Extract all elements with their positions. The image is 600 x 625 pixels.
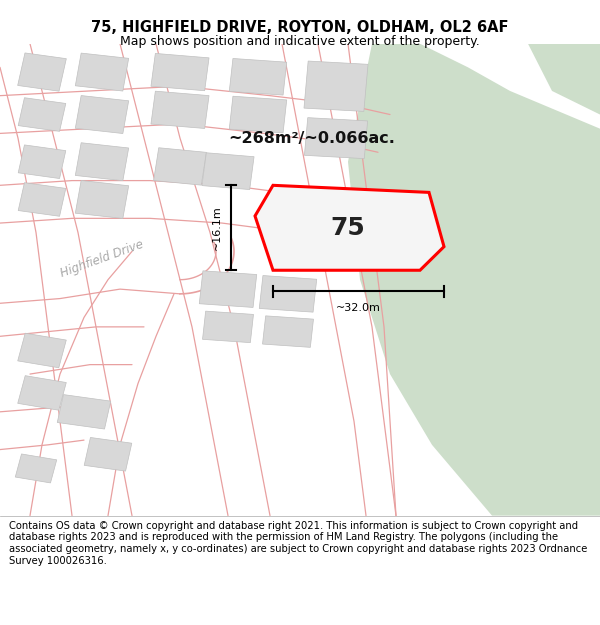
Polygon shape	[259, 276, 317, 312]
Polygon shape	[15, 454, 57, 483]
Text: Highfield Drive: Highfield Drive	[59, 238, 145, 279]
Polygon shape	[154, 148, 206, 185]
Polygon shape	[57, 394, 111, 429]
Text: 75: 75	[331, 216, 365, 240]
Polygon shape	[18, 98, 66, 131]
Text: ~16.1m: ~16.1m	[212, 206, 222, 250]
Text: Map shows position and indicative extent of the property.: Map shows position and indicative extent…	[120, 35, 480, 48]
Polygon shape	[229, 59, 287, 95]
Polygon shape	[17, 53, 67, 91]
Polygon shape	[76, 96, 128, 134]
Polygon shape	[76, 142, 128, 181]
Text: Contains OS data © Crown copyright and database right 2021. This information is : Contains OS data © Crown copyright and d…	[9, 521, 587, 566]
Text: ~32.0m: ~32.0m	[336, 303, 381, 313]
Polygon shape	[202, 152, 254, 189]
Polygon shape	[18, 182, 66, 216]
Polygon shape	[199, 271, 257, 308]
Polygon shape	[84, 438, 132, 471]
Polygon shape	[18, 145, 66, 179]
Text: ~268m²/~0.066ac.: ~268m²/~0.066ac.	[229, 131, 395, 146]
Polygon shape	[151, 53, 209, 91]
Polygon shape	[528, 44, 600, 114]
Polygon shape	[229, 96, 287, 133]
Polygon shape	[203, 311, 253, 342]
Polygon shape	[304, 118, 368, 159]
Polygon shape	[151, 91, 209, 129]
Polygon shape	[18, 376, 66, 410]
Polygon shape	[263, 316, 313, 348]
Polygon shape	[18, 333, 66, 367]
Polygon shape	[348, 44, 600, 516]
Polygon shape	[76, 181, 128, 219]
Text: 75, HIGHFIELD DRIVE, ROYTON, OLDHAM, OL2 6AF: 75, HIGHFIELD DRIVE, ROYTON, OLDHAM, OL2…	[91, 20, 509, 35]
Polygon shape	[76, 53, 128, 91]
Polygon shape	[255, 185, 444, 270]
Polygon shape	[304, 61, 368, 111]
